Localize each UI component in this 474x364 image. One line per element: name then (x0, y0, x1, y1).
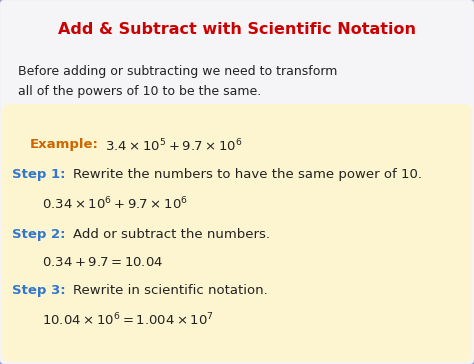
Text: Step 3:: Step 3: (12, 284, 65, 297)
Text: $3.4 \times 10^5 + 9.7 \times 10^6$: $3.4 \times 10^5 + 9.7 \times 10^6$ (105, 138, 242, 155)
Text: $10.04 \times 10^6 = 1.004 \times 10^7$: $10.04 \times 10^6 = 1.004 \times 10^7$ (42, 312, 214, 329)
Text: Rewrite the numbers to have the same power of 10.: Rewrite the numbers to have the same pow… (73, 168, 422, 181)
Text: $0.34 \times 10^6 + 9.7 \times 10^6$: $0.34 \times 10^6 + 9.7 \times 10^6$ (42, 196, 188, 213)
Text: Add & Subtract with Scientific Notation: Add & Subtract with Scientific Notation (58, 23, 416, 37)
Text: Example:: Example: (30, 138, 99, 151)
FancyBboxPatch shape (2, 104, 472, 362)
Text: all of the powers of 10 to be the same.: all of the powers of 10 to be the same. (18, 85, 261, 98)
Text: Before adding or subtracting we need to transform: Before adding or subtracting we need to … (18, 65, 337, 78)
Text: Add or subtract the numbers.: Add or subtract the numbers. (73, 228, 270, 241)
Text: Rewrite in scientific notation.: Rewrite in scientific notation. (73, 284, 268, 297)
Text: $0.34 + 9.7 = 10.04$: $0.34 + 9.7 = 10.04$ (42, 256, 163, 269)
Text: Step 1:: Step 1: (12, 168, 65, 181)
Text: Step 2:: Step 2: (12, 228, 65, 241)
